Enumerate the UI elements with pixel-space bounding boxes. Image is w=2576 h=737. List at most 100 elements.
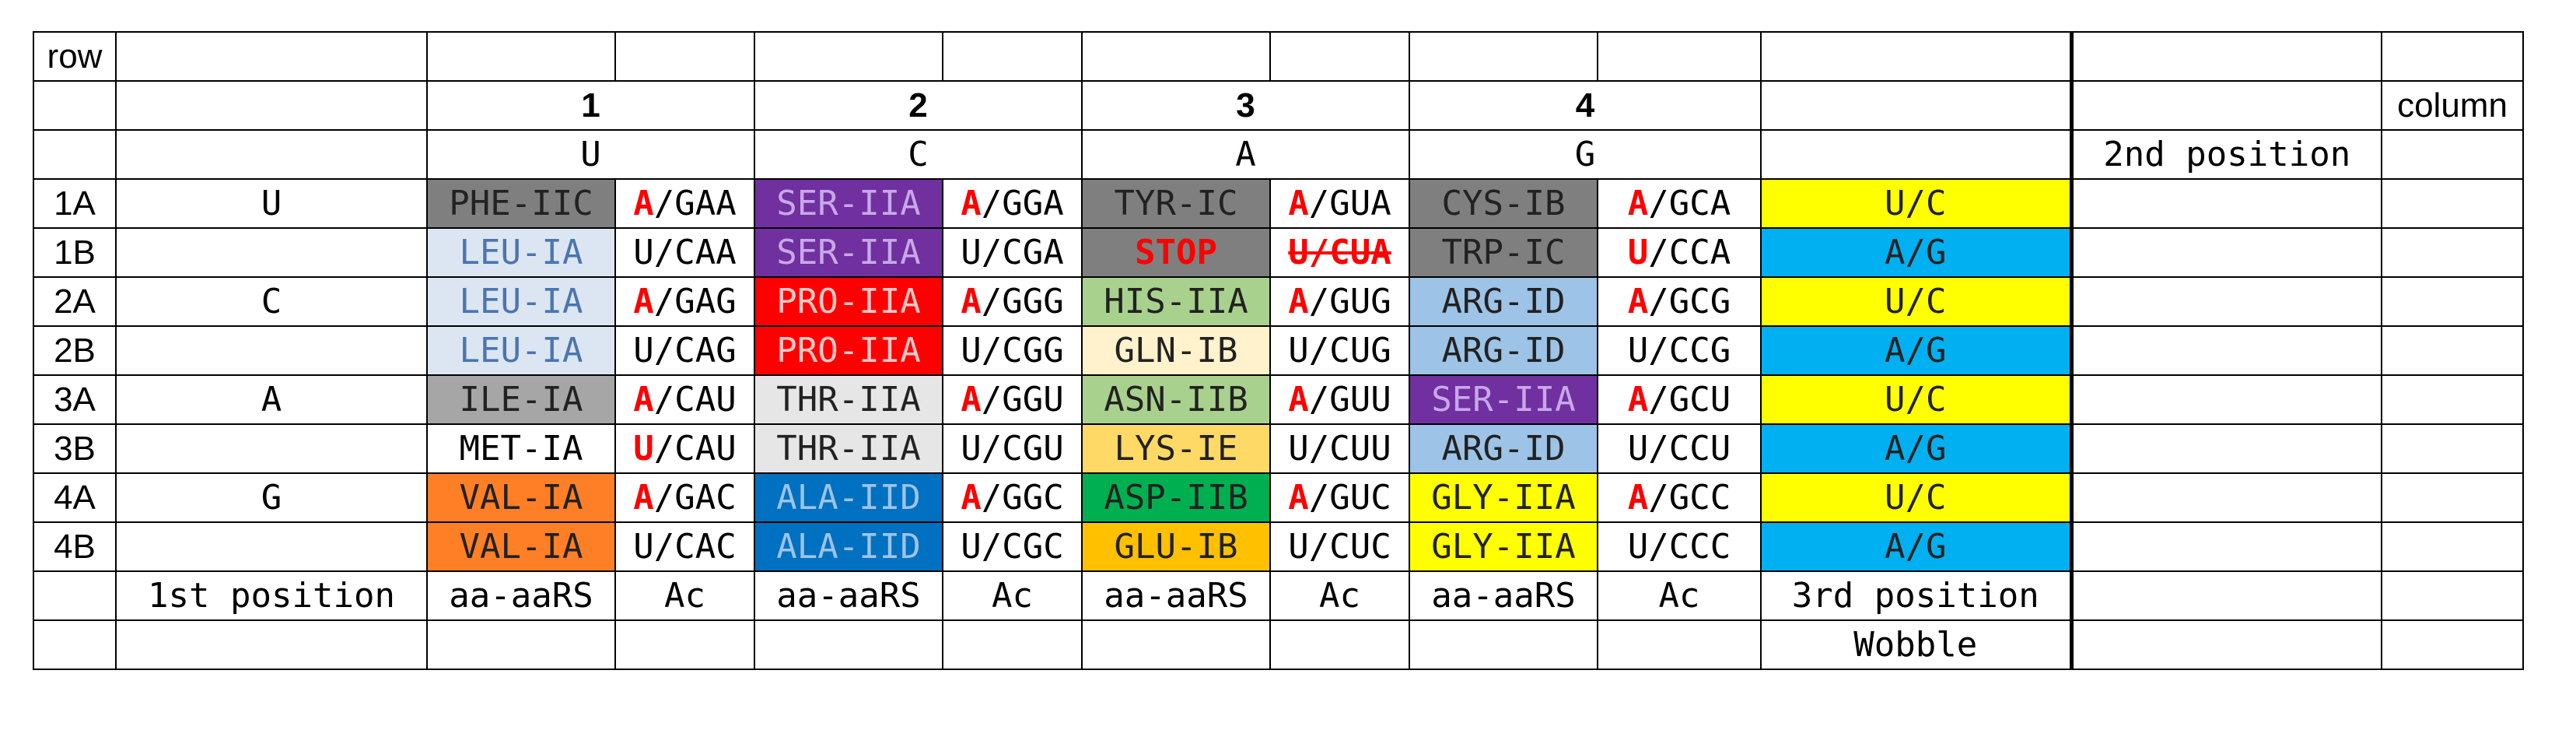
amino-acid-cell: GLU-IB	[1081, 521, 1271, 572]
anticodon-cell: A/GCU	[1597, 374, 1762, 425]
anticodon-first-base: A	[633, 183, 654, 223]
first-position-base: U	[115, 178, 428, 229]
anticodon-cell: U/CUC	[1269, 521, 1410, 572]
amino-acid-cell: LEU-IA	[426, 227, 616, 278]
amino-acid-cell: HIS-IIA	[1081, 276, 1271, 327]
empty-cell	[942, 31, 1083, 82]
anticodon-rest: /GUC	[1308, 477, 1391, 518]
empty-cell	[2070, 423, 2382, 474]
anticodon-rest: /GGU	[981, 379, 1064, 419]
empty-cell	[754, 619, 943, 670]
anticodon-first-base: A	[1288, 281, 1309, 321]
wobble-cell: U/C	[1760, 374, 2074, 425]
empty-cell	[115, 80, 428, 131]
empty-cell	[33, 129, 117, 180]
col-base-1: U	[426, 129, 755, 180]
amino-acid-cell: ARG-ID	[1409, 423, 1598, 474]
amino-acid-cell: GLN-IB	[1081, 325, 1271, 376]
empty-cell	[2381, 423, 2524, 474]
empty-cell	[2381, 227, 2524, 278]
table-row: 1B LEU-IA U/CAA SER-IIA U/CGA STOP U/CUA TRP-IC…	[33, 227, 2524, 278]
wobble-cell: A/G	[1760, 325, 2074, 376]
anticodon-first-base: A	[961, 379, 982, 419]
empty-cell	[2070, 325, 2382, 376]
anticodon-rest: /GCC	[1648, 477, 1731, 518]
anticodon-cell: U/CGA	[942, 227, 1083, 278]
anticodon-cell: U/CAG	[614, 325, 755, 376]
table-row: 1A U PHE-IIC A/GAA SER-IIA A/GGA TYR-IC A/GUA CY…	[33, 178, 2524, 229]
amino-acid-cell: ILE-IA	[426, 374, 616, 425]
amino-acid-cell: PHE-IIC	[426, 178, 616, 229]
amino-acid-cell: LEU-IA	[426, 276, 616, 327]
empty-cell	[2381, 276, 2524, 327]
anticodon-cell: A/GCC	[1597, 472, 1762, 523]
amino-acid-cell: SER-IIA	[1409, 374, 1598, 425]
first-position-base: A	[115, 374, 428, 425]
ac-label: Ac	[1597, 570, 1762, 621]
empty-cell	[2381, 570, 2524, 621]
anticodon-first-base: A	[633, 477, 654, 518]
empty-cell	[2381, 178, 2524, 229]
anticodon-cell: U/CAA	[614, 227, 755, 278]
row-id: 1B	[33, 227, 117, 278]
row-label: row	[33, 31, 117, 82]
amino-acid-cell: THR-IIA	[754, 374, 943, 425]
footer-row-wobble: Wobble	[33, 619, 2524, 670]
amino-acid-cell: CYS-IB	[1409, 178, 1598, 229]
empty-cell	[1597, 31, 1762, 82]
anticodon-rest: U/CGA	[961, 232, 1064, 272]
empty-cell	[115, 129, 428, 180]
anticodon-cell: U/CCU	[1597, 423, 1762, 474]
empty-cell	[1760, 80, 2074, 131]
empty-cell	[2070, 80, 2382, 131]
empty-cell	[1269, 31, 1410, 82]
anticodon-first-base: A	[1627, 379, 1649, 419]
amino-acid-cell: ASN-IIB	[1081, 374, 1271, 425]
amino-acid-cell: VAL-IA	[426, 521, 616, 572]
wobble-cell: U/C	[1760, 178, 2074, 229]
anticodon-rest: U/CUC	[1288, 526, 1391, 567]
first-position-base	[115, 521, 428, 572]
anticodon-rest: /CAU	[653, 428, 737, 469]
anticodon-rest: /GGA	[981, 183, 1064, 223]
anticodon-rest: U/CGC	[961, 526, 1064, 567]
aa-label: aa-aaRS	[1081, 570, 1271, 621]
anticodon-rest: U/CCC	[1627, 526, 1731, 567]
row-id: 4A	[33, 472, 117, 523]
anticodon-first-base: A	[961, 183, 982, 223]
amino-acid-cell: MET-IA	[426, 423, 616, 474]
amino-acid-cell: THR-IIA	[754, 423, 943, 474]
wobble-cell: U/C	[1760, 472, 2074, 523]
anticodon-cell: U/CAC	[614, 521, 755, 572]
first-position-base: G	[115, 472, 428, 523]
anticodon-first-base: A	[1288, 183, 1309, 223]
empty-cell	[2381, 325, 2524, 376]
anticodon-cell: A/GAG	[614, 276, 755, 327]
anticodon-rest: /GCG	[1648, 281, 1731, 321]
anticodon-first-base: A	[961, 477, 982, 518]
anticodon-rest: /GAG	[653, 281, 737, 321]
anticodon-cell: A/GUU	[1269, 374, 1410, 425]
anticodon-rest: /GGG	[981, 281, 1064, 321]
empty-cell	[2381, 472, 2524, 523]
anticodon-rest: /GUU	[1308, 379, 1391, 419]
amino-acid-cell: TRP-IC	[1409, 227, 1598, 278]
anticodon-cell: U/CCG	[1597, 325, 1762, 376]
ac-label: Ac	[942, 570, 1083, 621]
empty-cell	[115, 619, 428, 670]
empty-cell	[426, 619, 616, 670]
ac-label: Ac	[1269, 570, 1410, 621]
anticodon-rest: /GCU	[1648, 379, 1731, 419]
first-position-base	[115, 325, 428, 376]
anticodon-rest: U/CGU	[961, 428, 1064, 469]
anticodon-first-base: A	[1288, 379, 1309, 419]
anticodon-first-base: A	[1627, 281, 1649, 321]
header-row-bases: U C A G 2nd position	[33, 129, 2524, 180]
anticodon-rest: /CCA	[1648, 232, 1731, 272]
anticodon-cell: A/GCG	[1597, 276, 1762, 327]
anticodon-rest: /GUA	[1308, 183, 1391, 223]
anticodon-rest: U/CUU	[1288, 428, 1391, 469]
amino-acid-cell: LEU-IA	[426, 325, 616, 376]
anticodon-first-base: U	[633, 428, 654, 469]
empty-cell	[33, 80, 117, 131]
